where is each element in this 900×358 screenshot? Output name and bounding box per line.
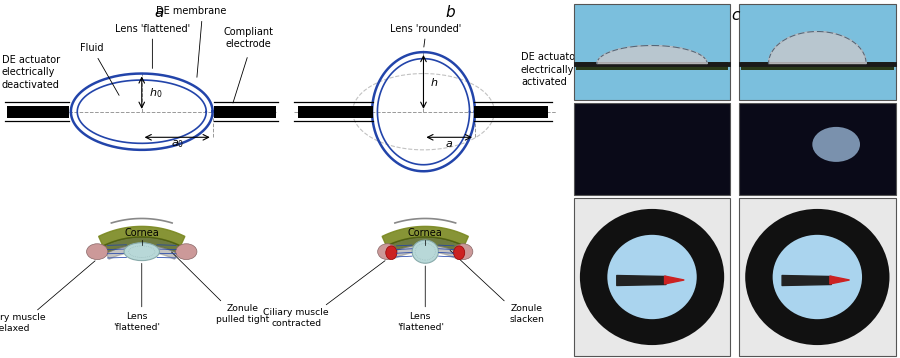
Text: $h_0$: $h_0$	[148, 86, 162, 100]
Text: Fluid: Fluid	[80, 43, 119, 95]
Bar	[741, 62, 894, 69]
Text: $a_0$: $a_0$	[171, 139, 184, 150]
Ellipse shape	[124, 243, 159, 261]
Ellipse shape	[176, 244, 197, 260]
Text: $h$: $h$	[430, 76, 438, 88]
Polygon shape	[382, 226, 468, 246]
Text: DE membrane: DE membrane	[157, 6, 227, 16]
Text: DE actuator
electrically
deactivated: DE actuator electrically deactivated	[2, 55, 60, 90]
Bar	[739, 103, 896, 195]
Text: Cornea: Cornea	[408, 228, 443, 238]
Text: $a$: $a$	[446, 139, 454, 149]
Text: Lens
'flattened': Lens 'flattened'	[397, 312, 444, 332]
Bar	[473, 106, 548, 118]
Polygon shape	[386, 237, 464, 253]
Polygon shape	[103, 237, 181, 253]
Text: Cornea: Cornea	[124, 228, 159, 238]
Text: Ciliary muscle
relaxed: Ciliary muscle relaxed	[0, 313, 46, 333]
Text: Ciliary muscle
contracted: Ciliary muscle contracted	[264, 308, 329, 328]
Bar	[573, 103, 731, 195]
Text: c: c	[732, 8, 740, 23]
Text: DE actuator
electrically
activated: DE actuator electrically activated	[521, 52, 579, 87]
Bar	[739, 4, 896, 100]
Bar	[214, 106, 276, 118]
Text: Lens 'flattened': Lens 'flattened'	[115, 24, 190, 34]
Polygon shape	[597, 45, 707, 63]
Circle shape	[608, 235, 697, 319]
Bar	[298, 106, 374, 118]
Ellipse shape	[454, 246, 464, 260]
Text: b: b	[446, 5, 454, 20]
Polygon shape	[830, 276, 850, 284]
Ellipse shape	[378, 244, 397, 260]
Circle shape	[580, 209, 724, 345]
Ellipse shape	[412, 240, 438, 263]
Ellipse shape	[454, 244, 473, 260]
Polygon shape	[99, 226, 184, 246]
Ellipse shape	[386, 246, 397, 260]
Bar	[573, 198, 731, 356]
Text: Zonule
pulled tight: Zonule pulled tight	[216, 304, 270, 324]
Text: a: a	[155, 5, 164, 20]
Bar	[739, 198, 896, 356]
Polygon shape	[106, 245, 177, 259]
Bar	[576, 62, 728, 69]
Text: Lens
'flattened': Lens 'flattened'	[113, 312, 160, 332]
Circle shape	[745, 209, 889, 345]
Text: Zonule
slacken: Zonule slacken	[509, 304, 544, 324]
Ellipse shape	[813, 127, 860, 162]
Bar	[573, 4, 731, 100]
Polygon shape	[769, 32, 866, 63]
Polygon shape	[664, 276, 684, 284]
Text: Compliant
electrode: Compliant electrode	[223, 27, 273, 49]
Polygon shape	[390, 245, 461, 259]
Bar	[7, 106, 69, 118]
Text: Lens 'rounded': Lens 'rounded'	[390, 24, 461, 34]
Ellipse shape	[86, 244, 108, 260]
Circle shape	[772, 235, 862, 319]
